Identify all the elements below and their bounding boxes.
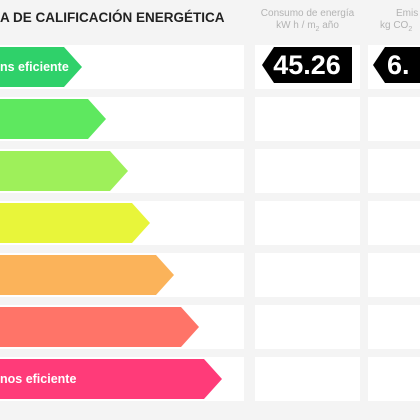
energy-cell	[255, 253, 360, 297]
energy-cell	[255, 97, 360, 141]
emissions-cell	[368, 253, 420, 297]
energy-header-line2: kW h / m2 año	[276, 20, 339, 33]
rating-bar	[0, 255, 174, 295]
page-title: A DE CALIFICACIÓN ENERGÉTICA	[0, 10, 225, 25]
energy-cell	[255, 305, 360, 349]
emissions-cell	[368, 357, 420, 401]
energy-consumption-badge: 45.26	[262, 47, 352, 83]
rating-bar	[0, 99, 106, 139]
energy-cell	[255, 201, 360, 245]
energy-cell	[255, 357, 360, 401]
emissions-header-line1: Emis	[396, 8, 419, 19]
rating-bar: ns eficiente	[0, 47, 82, 87]
energy-cell	[255, 149, 360, 193]
rating-bar	[0, 307, 199, 347]
emissions-cell	[368, 305, 420, 349]
rating-bar	[0, 151, 128, 191]
emissions-cell	[368, 149, 420, 193]
emissions-cell	[368, 97, 420, 141]
energy-column-header: Consumo de energía kW h / m2 año	[255, 8, 360, 36]
emissions-cell	[368, 201, 420, 245]
rating-bar: nos eficiente	[0, 359, 222, 399]
rating-bar-label: ns eficiente	[0, 60, 69, 74]
emissions-column-header: Emis kg CO2	[380, 8, 420, 36]
rating-bar	[0, 203, 150, 243]
emissions-header-line2: kg CO2	[380, 20, 413, 33]
rating-bar-label: nos eficiente	[0, 372, 77, 386]
energy-header-line1: Consumo de energía	[260, 8, 355, 19]
